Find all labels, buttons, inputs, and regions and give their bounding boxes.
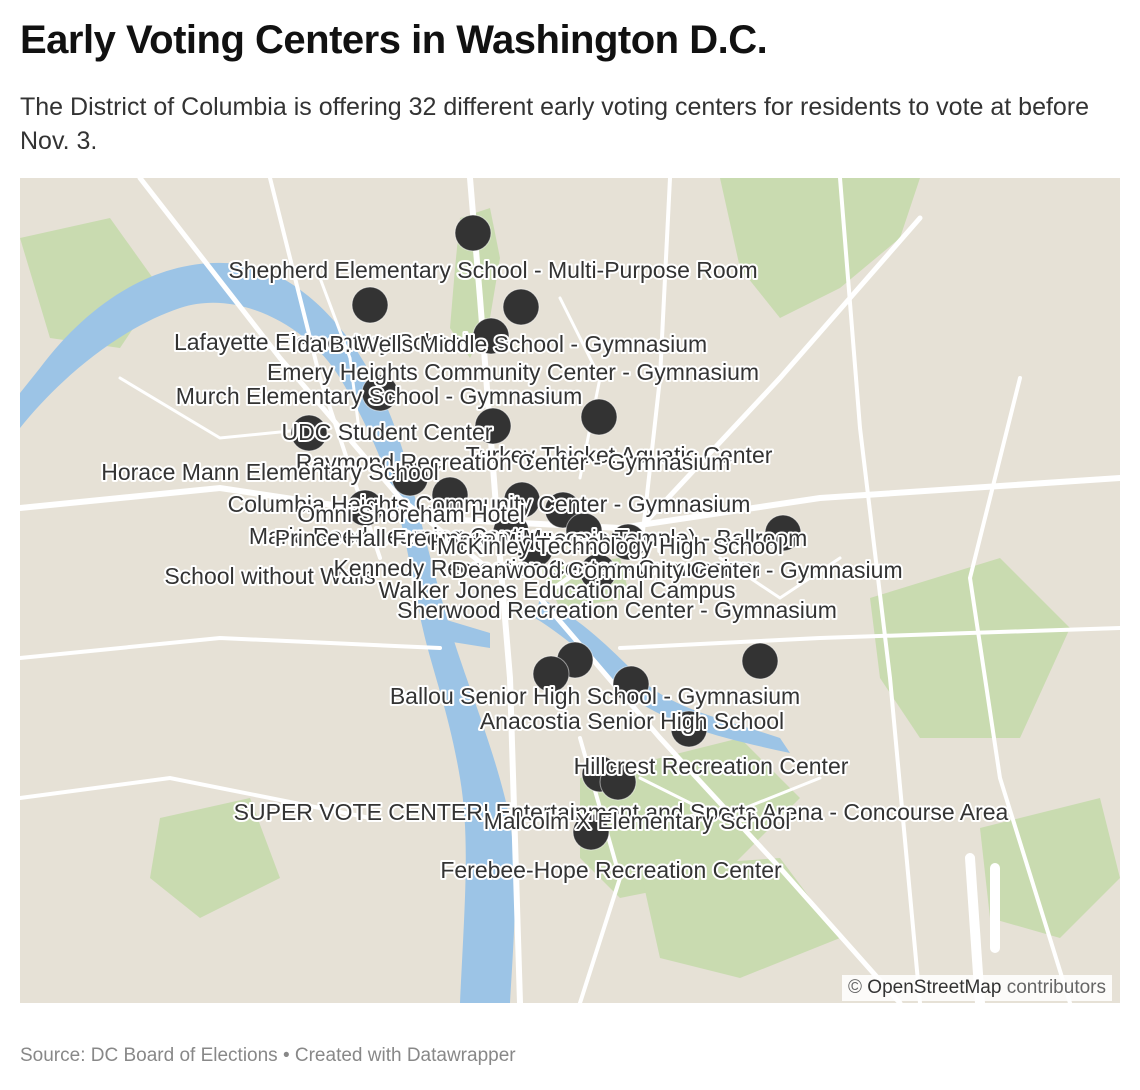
voting-center-label: Omni Shoreham Hotel <box>297 501 525 527</box>
voting-center-marker[interactable] <box>361 374 399 412</box>
voting-center-label: Ballou Senior High School - Gymnasium <box>390 683 800 709</box>
voting-center-label: Emery Heights Community Center - Gymnasi… <box>267 359 759 385</box>
parks-layer <box>20 178 1120 978</box>
road-minor-1 <box>318 276 362 440</box>
voting-center-markers <box>290 214 802 851</box>
voting-center-label: Anacostia Senior High School <box>480 708 784 734</box>
voting-center-label: Kennedy Recreation Center - Gymnasium <box>334 555 761 581</box>
road-minor-4 <box>118 376 322 440</box>
map-panel[interactable]: Shepherd Elementary School - Multi-Purpo… <box>20 178 1120 1003</box>
voting-center-label: Deanwood Community Center - Gymnasium <box>451 557 902 583</box>
road-north-south <box>467 178 523 1003</box>
voting-center-labels: Shepherd Elementary School - Multi-Purpo… <box>99 255 1010 885</box>
voting-center-label: Raymond Recreation Center - Gymnasium <box>296 449 731 475</box>
map-attribution: © OpenStreetMap contributors <box>842 975 1112 1001</box>
voting-center-marker[interactable] <box>572 813 610 851</box>
voting-center-label: Turkey Thicket Aquatic Center <box>466 442 773 468</box>
footer-source: Source: DC Board of Elections • Created … <box>20 1045 516 1066</box>
road-far-east <box>838 178 922 1003</box>
voting-center-label: SUPER VOTE CENTER! Entertainment and Spo… <box>234 799 1009 825</box>
voting-center-marker[interactable] <box>565 512 603 550</box>
page-title: Early Voting Centers in Washington D.C. <box>20 18 768 62</box>
voting-center-label: Hillcrest Recreation Center <box>574 753 849 779</box>
voting-center-marker[interactable] <box>502 288 540 326</box>
voting-center-marker[interactable] <box>599 763 637 801</box>
water-layer <box>20 262 790 1003</box>
road-minor-2 <box>718 556 842 600</box>
openstreetmap-link[interactable]: OpenStreetMap <box>867 977 1002 998</box>
voting-center-label: Shepherd Elementary School - Multi-Purpo… <box>228 257 757 283</box>
park-northeast <box>720 178 920 318</box>
voting-center-label: Lafayette Elementary School <box>174 329 468 355</box>
voting-center-marker[interactable] <box>741 642 779 680</box>
voting-center-label: McKinley Technology High School <box>437 533 783 559</box>
road-west <box>20 635 442 660</box>
voting-center-label: Marie Reed Learning Center <box>249 523 540 549</box>
voting-center-marker[interactable] <box>580 398 618 436</box>
attribution-text: contributors <box>1006 977 1106 998</box>
road-east-edge <box>967 376 1072 1003</box>
basemap: Shepherd Elementary School - Multi-Purpo… <box>20 178 1120 1003</box>
road-north-east <box>638 178 672 560</box>
voting-center-marker[interactable] <box>612 665 650 703</box>
voting-center-label: UDC Student Center <box>282 419 493 445</box>
voting-center-marker[interactable] <box>532 655 570 693</box>
voting-center-marker[interactable] <box>474 407 512 445</box>
voting-center-label: Murch Elementary School - Gymnasium <box>176 383 582 409</box>
park-southwest <box>150 798 280 918</box>
voting-center-marker[interactable] <box>431 476 469 514</box>
voting-center-marker[interactable] <box>351 286 389 324</box>
voting-center-label: Walker Jones Educational Campus <box>378 577 735 603</box>
voting-center-marker[interactable] <box>579 553 617 591</box>
voting-center-marker[interactable] <box>472 317 510 355</box>
voting-center-label: School without Walls <box>164 563 375 589</box>
anacostia-river <box>535 598 790 753</box>
road-diagonal-nw <box>137 178 503 581</box>
voting-center-marker[interactable] <box>391 459 429 497</box>
road-minor-3 <box>558 296 602 480</box>
road-minor-5 <box>638 776 822 820</box>
voting-center-label: Hardy Middle School <box>430 529 642 555</box>
voting-center-label: Ida B. Wells Middle School - Gymnasium <box>291 331 707 357</box>
voting-center-label: Malcolm X Elementary School <box>484 808 791 834</box>
park-far-east <box>980 798 1120 938</box>
voting-center-marker[interactable] <box>609 523 647 561</box>
voting-center-marker[interactable] <box>764 514 802 552</box>
voting-center-label: Columbia Heights Community Center - Gymn… <box>228 491 751 517</box>
tidal-basin <box>440 618 490 648</box>
road-east <box>618 626 1120 650</box>
voting-center-marker[interactable] <box>290 414 328 452</box>
voting-center-label: Ferebee-Hope Recreation Center <box>440 857 782 883</box>
voting-center-label: Prince Hall Freemason (Masonic Temple) -… <box>275 525 808 551</box>
potomac-river <box>20 262 515 1003</box>
park-southeast <box>640 858 840 978</box>
park-east <box>870 558 1070 738</box>
roads-layer <box>20 178 1120 1003</box>
road-southwest <box>20 775 372 820</box>
voting-center-marker[interactable] <box>346 489 384 527</box>
voting-center-label: Sherwood Recreation Center - Gymnasium <box>397 597 837 623</box>
voting-center-label: Horace Mann Elementary School <box>101 459 439 485</box>
page-subtitle: The District of Columbia is offering 32 … <box>20 93 1090 155</box>
voting-center-marker[interactable] <box>516 530 554 568</box>
copyright-symbol: © <box>848 977 863 998</box>
road-diagonal-se <box>537 595 903 1003</box>
voting-center-marker[interactable] <box>454 214 492 252</box>
voting-center-marker[interactable] <box>670 710 708 748</box>
